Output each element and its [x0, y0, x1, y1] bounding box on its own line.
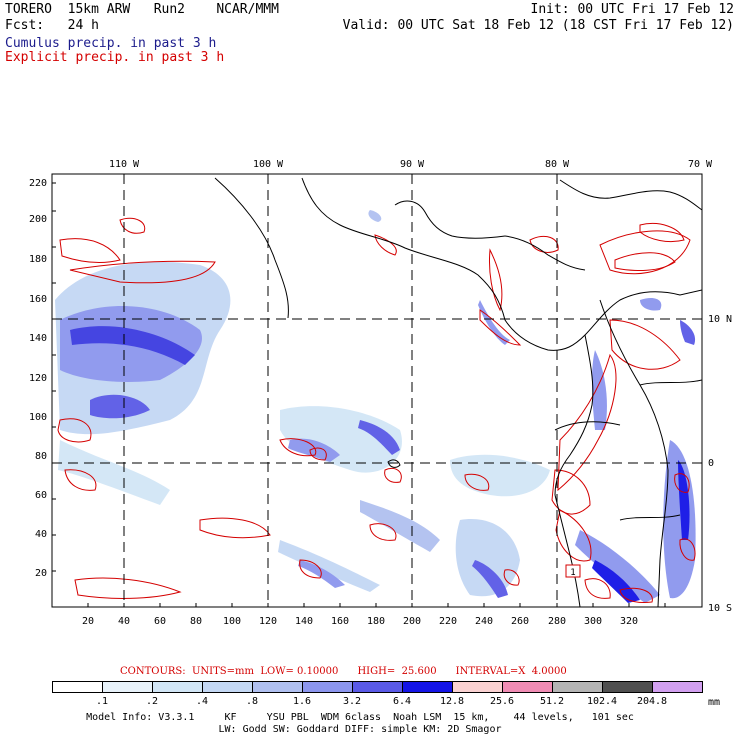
colorbar-swatch	[602, 681, 653, 693]
x-tick-label: 320	[620, 616, 638, 627]
colorbar-swatch	[552, 681, 603, 693]
y-tick-label: 40	[35, 529, 47, 540]
y-tick-label: 60	[35, 490, 47, 501]
coastlines	[214, 177, 702, 607]
colorbar-swatch	[52, 681, 103, 693]
y-tick-label: 200	[29, 214, 47, 225]
x-tick-label: 200	[403, 616, 421, 627]
colorbar-swatch	[352, 681, 403, 693]
lat-label: 10 S	[708, 603, 732, 614]
colorbar-swatch	[652, 681, 703, 693]
colorbar-level-label: 1.6	[292, 696, 312, 707]
colorbar-swatch	[452, 681, 503, 693]
x-tick-label: 140	[295, 616, 313, 627]
colorbar-swatch	[202, 681, 253, 693]
y-tick-label: 80	[35, 451, 47, 462]
x-tick-label: 100	[223, 616, 241, 627]
cumulus-precip-shading	[55, 210, 696, 603]
colorbar-level-label: 51.2	[539, 696, 565, 707]
x-tick-label: 180	[367, 616, 385, 627]
y-tick-label: 100	[29, 412, 47, 423]
lon-label: 70 W	[688, 159, 713, 170]
colorbar-level-label: 3.2	[342, 696, 362, 707]
contour-label-box	[565, 564, 581, 578]
forecast-hour: Fcst: 24 h	[5, 18, 99, 33]
contours-info: CONTOURS: UNITS=mm LOW= 0.10000 HIGH= 25…	[120, 666, 567, 677]
colorbar-units: mm	[708, 697, 721, 708]
lon-label: 90 W	[400, 159, 425, 170]
init-time: Init: 00 UTC Fri 17 Feb 12	[530, 2, 735, 17]
colorbar-level-label: 204.8	[636, 696, 668, 707]
y-tick-label: 180	[29, 254, 47, 265]
y-tick-label: 220	[29, 178, 47, 189]
valid-time: Valid: 00 UTC Sat 18 Feb 12 (18 CST Fri …	[342, 18, 734, 33]
y-tick-label: 20	[35, 568, 47, 579]
colorbar-swatch	[502, 681, 553, 693]
colorbar-swatch	[402, 681, 453, 693]
y-tick-label: 140	[29, 333, 47, 344]
x-tick-label: 240	[475, 616, 493, 627]
lon-label: 110 W	[109, 159, 140, 170]
model-title: TORERO 15km ARW Run2 NCAR/MMM	[5, 2, 279, 17]
model-info-line2: LW: Godd SW: Goddard DIFF: simple KM: 2D…	[218, 724, 502, 735]
model-info-line1: Model Info: V3.3.1 KF YSU PBL WDM 6class…	[86, 712, 634, 723]
colorbar-level-label: 25.6	[489, 696, 515, 707]
colorbar-level-label: 102.4	[586, 696, 618, 707]
colorbar-swatch	[302, 681, 353, 693]
contour-label-text: 1	[570, 568, 575, 578]
lon-label: 80 W	[545, 159, 570, 170]
lat-label: 0	[708, 458, 714, 469]
y-tick-label: 120	[29, 373, 47, 384]
x-tick-label: 120	[259, 616, 277, 627]
x-tick-label: 160	[331, 616, 349, 627]
x-tick-label: 80	[190, 616, 202, 627]
x-tick-label: 220	[439, 616, 457, 627]
colorbar-level-label: .1	[95, 696, 109, 707]
x-tick-label: 40	[118, 616, 130, 627]
lat-label: 10 N	[708, 314, 732, 325]
field-cumulus-label: Cumulus precip. in past 3 h	[5, 36, 217, 51]
colorbar-level-label: .4	[195, 696, 209, 707]
colorbar-level-label: 12.8	[439, 696, 465, 707]
lat-lon-grid	[52, 174, 702, 607]
axis-ticks	[52, 182, 666, 607]
x-tick-label: 20	[82, 616, 94, 627]
colorbar-swatch	[102, 681, 153, 693]
x-tick-label: 60	[154, 616, 166, 627]
colorbar-level-label: .8	[245, 696, 259, 707]
colorbar-level-label: 6.4	[392, 696, 412, 707]
explicit-precip-contours	[57, 217, 696, 603]
x-tick-label: 300	[584, 616, 602, 627]
colorbar-swatch	[252, 681, 303, 693]
field-explicit-label: Explicit precip. in past 3 h	[5, 50, 225, 65]
y-tick-label: 160	[29, 294, 47, 305]
lon-label: 100 W	[253, 159, 284, 170]
x-tick-label: 260	[511, 616, 529, 627]
colorbar-level-label: .2	[145, 696, 159, 707]
x-tick-label: 280	[548, 616, 566, 627]
colorbar-swatch	[152, 681, 203, 693]
